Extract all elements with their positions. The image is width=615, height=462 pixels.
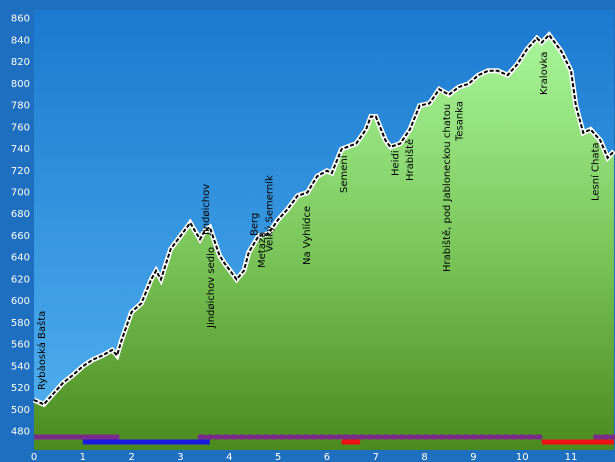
waypoint-label: Berg (250, 213, 261, 236)
waypoint-label: Metaza (257, 232, 268, 268)
x-tick-label: 6 (324, 452, 330, 462)
waypoint-label: Na Vyhlídce (301, 206, 313, 265)
waypoint-label: Hrabiště (404, 139, 416, 181)
y-tick-label: 500 (11, 405, 30, 416)
x-tick-label: 3 (177, 452, 183, 462)
x-tick-label: 2 (128, 452, 134, 462)
profile-area (34, 35, 614, 450)
y-tick-label: 800 (11, 79, 30, 90)
waypoint-label: Heidi (390, 150, 401, 176)
y-tick-label: 660 (11, 231, 30, 242)
y-tick-label: 540 (11, 361, 30, 372)
x-tick-label: 8 (421, 452, 427, 462)
waypoint-label: Lesní Chata (589, 142, 601, 201)
y-tick-label: 740 (11, 144, 30, 155)
y-tick-label: 680 (11, 209, 30, 220)
x-tick-label: 4 (226, 452, 232, 462)
profile-line (33, 33, 615, 406)
waypoint-label: Tesanka (454, 101, 465, 142)
y-tick-label: 780 (11, 101, 30, 112)
waypoint-label: Hrabiště, pod Jabloneckou chatou (441, 104, 453, 272)
y-tick-label: 640 (11, 253, 30, 264)
y-tick-label: 580 (11, 318, 30, 329)
x-tick-label: 5 (275, 452, 281, 462)
y-tick-label: 820 (11, 57, 30, 68)
y-tick-label: 720 (11, 166, 30, 177)
x-tick-label: 1 (80, 452, 86, 462)
x-tick-label: 7 (373, 452, 379, 462)
x-tick-label: 11 (565, 452, 578, 462)
waypoint-label: Kralovka (539, 52, 550, 95)
y-tick-label: 480 (11, 427, 30, 438)
waypoint-label: Jindøichov sedlo (206, 247, 217, 329)
x-tick-label: 0 (31, 452, 37, 462)
y-tick-label: 520 (11, 383, 30, 394)
waypoint-label: Rybàoská Bašta (36, 311, 48, 390)
x-tick-label: 9 (470, 452, 476, 462)
y-tick-label: 760 (11, 122, 30, 133)
y-tick-label: 620 (11, 274, 30, 285)
y-tick-label: 700 (11, 188, 30, 199)
y-tick-label: 840 (11, 35, 30, 46)
y-tick-label: 860 (11, 14, 30, 25)
waypoint-label: Jindøichov (201, 184, 212, 236)
x-tick-label: 10 (516, 452, 529, 462)
waypoint-label: Velký Semerník (263, 175, 275, 252)
y-tick-label: 600 (11, 296, 30, 307)
waypoint-label: Semeni (339, 155, 350, 193)
y-tick-label: 560 (11, 340, 30, 351)
